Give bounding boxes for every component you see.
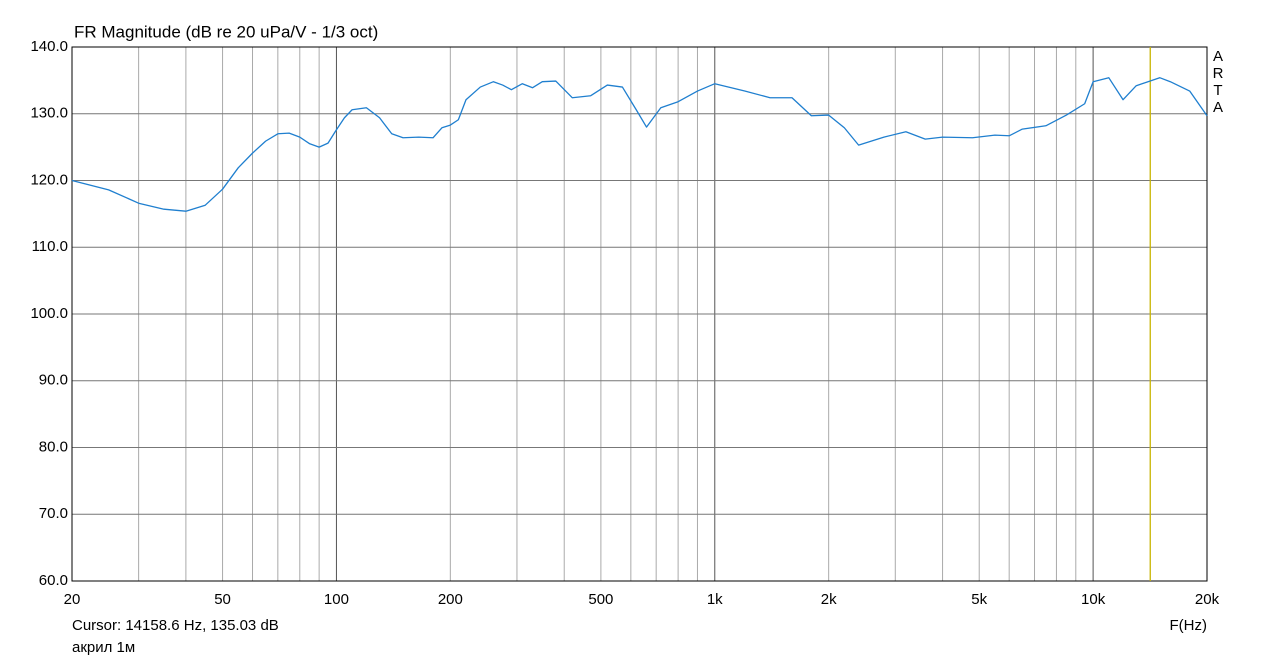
y-tick-label: 60.0 xyxy=(39,572,68,589)
x-tick-label: 20k xyxy=(1195,591,1220,608)
x-tick-label: 200 xyxy=(438,591,463,608)
x-tick-label: 5k xyxy=(971,591,987,608)
watermark-letter: A xyxy=(1213,99,1223,116)
cursor-readout: Cursor: 14158.6 Hz, 135.03 dB xyxy=(72,617,279,634)
y-tick-label: 100.0 xyxy=(30,305,68,322)
watermark-letter: R xyxy=(1213,65,1224,82)
watermark-letter: A xyxy=(1213,48,1223,65)
chart-title: FR Magnitude (dB re 20 uPa/V - 1/3 oct) xyxy=(74,22,378,41)
x-tick-label: 20 xyxy=(64,591,81,608)
x-tick-label: 10k xyxy=(1081,591,1106,608)
x-axis-label: F(Hz) xyxy=(1170,617,1208,634)
y-tick-label: 90.0 xyxy=(39,372,68,389)
y-tick-label: 70.0 xyxy=(39,505,68,522)
y-tick-label: 140.0 xyxy=(30,38,68,55)
y-tick-label: 110.0 xyxy=(32,238,68,255)
y-tick-label: 130.0 xyxy=(30,105,68,122)
y-tick-label: 80.0 xyxy=(39,438,68,455)
x-tick-label: 100 xyxy=(324,591,349,608)
x-tick-label: 50 xyxy=(214,591,231,608)
x-tick-label: 2k xyxy=(821,591,837,608)
plot-frame xyxy=(71,46,1208,582)
watermark-letter: T xyxy=(1213,82,1222,99)
series-name: акрил 1м xyxy=(72,639,135,656)
x-tick-label: 1k xyxy=(707,591,723,608)
y-tick-label: 120.0 xyxy=(30,171,68,188)
data-line xyxy=(71,77,1208,212)
x-tick-label: 500 xyxy=(588,591,613,608)
